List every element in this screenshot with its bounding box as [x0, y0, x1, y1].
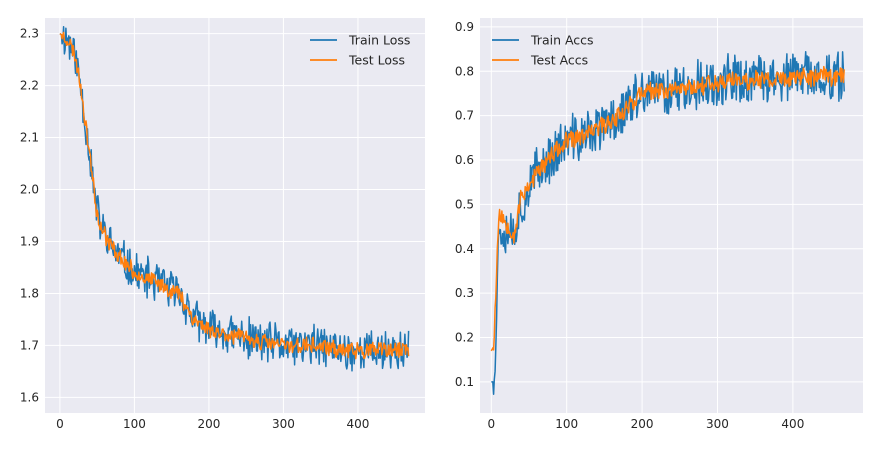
x-tick-label: 200 [631, 417, 654, 431]
x-tick-label: 100 [555, 417, 578, 431]
test-loss-line [59, 31, 410, 360]
test-loss-legend-label: Test Loss [348, 53, 405, 68]
y-tick-label: 2.2 [20, 79, 39, 93]
test-accs-legend-label: Test Accs [530, 53, 588, 68]
x-tick-label: 300 [706, 417, 729, 431]
y-tick-label: 0.9 [455, 20, 474, 34]
loss-chart: 0 100 200 300 400 1.6 1.7 1.8 1.9 2.0 2.1 2.2 2.3 Tra… [20, 18, 425, 431]
train-loss-legend-label: Train Loss [348, 33, 410, 48]
y-tick-label: 0.2 [455, 331, 474, 345]
x-tick-label: 100 [123, 417, 146, 431]
x-tick-label: 0 [487, 417, 495, 431]
x-tick-label: 200 [197, 417, 220, 431]
y-tick-label: 0.1 [455, 375, 474, 389]
train-accs-legend-label: Train Accs [530, 33, 594, 48]
y-tick-label: 0.7 [455, 109, 474, 123]
y-tick-label: 2.1 [20, 131, 39, 145]
y-tick-label: 2.0 [20, 183, 39, 197]
y-tick-label: 0.6 [455, 153, 474, 167]
test-accs-line [490, 65, 845, 352]
x-tick-label: 300 [272, 417, 295, 431]
y-tick-label: 1.8 [20, 286, 39, 300]
train-loss-line [59, 25, 410, 372]
y-tick-label: 0.8 [455, 64, 474, 78]
y-tick-label: 0.4 [455, 242, 474, 256]
x-tick-label: 0 [56, 417, 64, 431]
y-tick-label: 0.5 [455, 197, 474, 211]
x-tick-label: 400 [346, 417, 369, 431]
y-tick-label: 1.9 [20, 234, 39, 248]
accuracy-chart: 0 100 200 300 400 0.1 0.2 0.3 0.4 0.5 0.6 0.7 0.8 0.9… [455, 18, 863, 431]
y-tick-label: 1.6 [20, 390, 39, 404]
y-tick-label: 2.3 [20, 27, 39, 41]
y-tick-label: 1.7 [20, 338, 39, 352]
x-tick-label: 400 [781, 417, 804, 431]
y-tick-label: 0.3 [455, 286, 474, 300]
